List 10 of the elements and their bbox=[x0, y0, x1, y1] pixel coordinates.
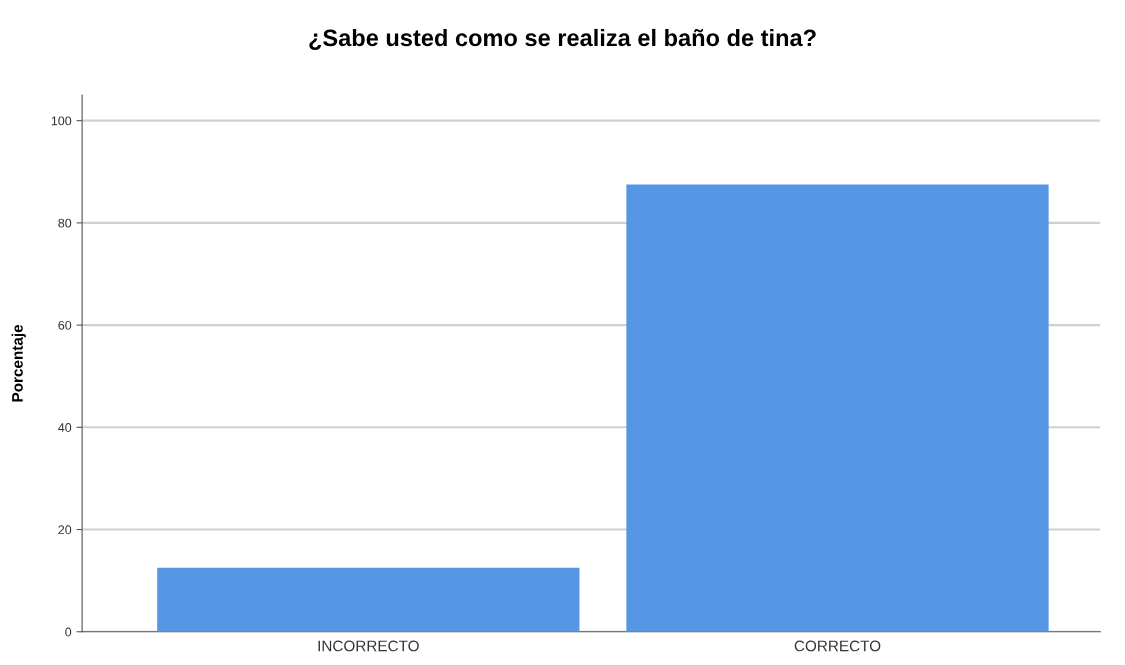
y-tick-label: 20 bbox=[58, 525, 72, 535]
y-tick-label: 0 bbox=[65, 627, 72, 637]
y-tick-label: 40 bbox=[58, 423, 72, 432]
y-tick-label: 60 bbox=[58, 320, 72, 330]
y-tick-label: 100 bbox=[51, 116, 72, 126]
x-tick-label: CORRECTO bbox=[794, 640, 881, 652]
x-tick-label: INCORRECTO bbox=[318, 640, 419, 652]
y-tick-label: 80 bbox=[58, 218, 72, 228]
y-axis-title: Porcentaje bbox=[11, 324, 26, 402]
chart-title: ¿Sabe usted como se realiza el baño de tina? bbox=[309, 28, 816, 51]
